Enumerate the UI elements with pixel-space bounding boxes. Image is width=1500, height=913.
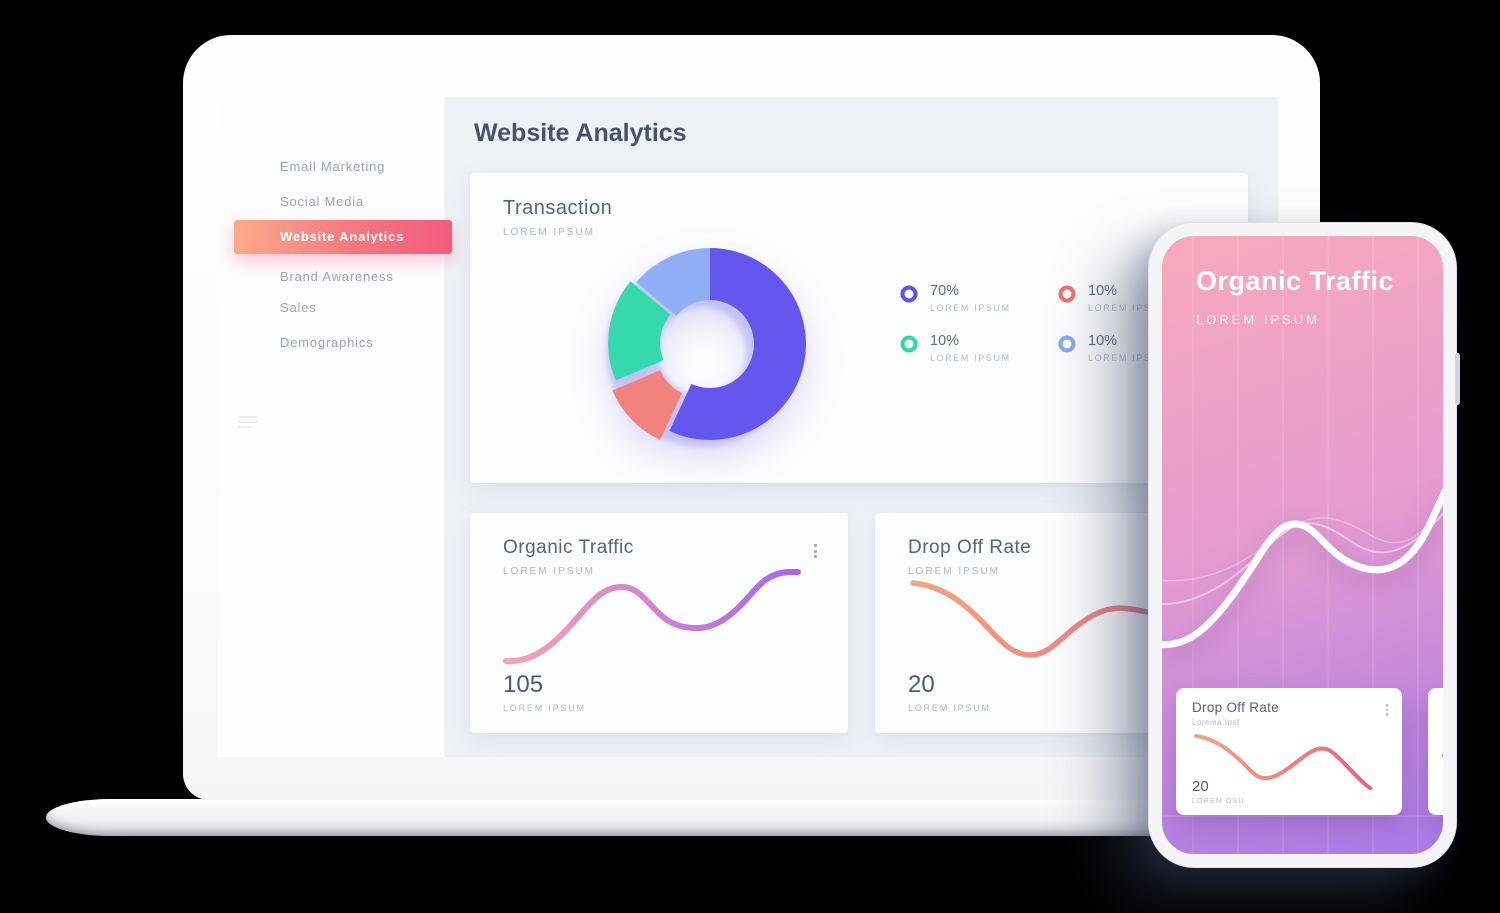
dropoff-subtitle: LOREM IPSUM — [908, 566, 1001, 577]
dropoff-value-block: 20 LOREM IPSUM — [908, 671, 991, 713]
mini-line-fragment — [1442, 754, 1443, 757]
organic-value: 105 — [503, 671, 544, 698]
phone-title: Organic Traffic — [1196, 266, 1395, 296]
phone-card-subtitle: Lorema Ipsf — [1192, 718, 1240, 727]
phone-card-value-label: LOREM OSU — [1192, 798, 1245, 805]
legend-pct: 70% — [930, 283, 960, 299]
organic-line-chart — [503, 569, 801, 665]
page-title: Website Analytics — [474, 119, 687, 147]
organic-subtitle: LOREM IPSUM — [503, 566, 596, 577]
organic-traffic-card: Organic Traffic LOREM IPSUM — [470, 513, 848, 733]
transaction-card-header: Transaction LOREM IPSUM — [503, 197, 612, 238]
dropoff-value-label: LOREM IPSUM — [908, 703, 991, 713]
legend-label: LOREM IPSUM — [930, 303, 1011, 313]
legend-item-10-blue: 10% LOREM IPSUM — [1058, 333, 1216, 363]
phone-side-button — [1455, 353, 1460, 405]
legend-label: LOREM IPSUM — [1088, 353, 1169, 363]
sidebar-item-brand-awareness[interactable]: Brand Awareness — [280, 269, 394, 284]
phone-card-header: Drop Off Rate Lorema Ipsf — [1192, 700, 1279, 727]
kebab-menu-icon[interactable] — [811, 541, 820, 561]
donut-slice-10-blue[interactable] — [636, 248, 711, 316]
dropoff-card-header: Drop Off Rate LOREM IPSUM — [908, 537, 1031, 577]
laptop-mockup: Email Marketing Social Media Website Ana… — [183, 35, 1320, 800]
organic-card-header: Organic Traffic LOREM IPSUM — [503, 537, 634, 577]
phone-card-value: 20 — [1192, 778, 1209, 795]
transaction-subtitle: LOREM IPSUM — [503, 227, 596, 238]
phone-partial-card: R Lo 4 LO — [1428, 688, 1443, 815]
legend-pct: 10% — [1088, 283, 1118, 299]
sidebar: Email Marketing Social Media Website Ana… — [218, 97, 452, 757]
transaction-title: Transaction — [503, 197, 613, 219]
legend-item-70: 70% LOREM IPSUM — [900, 283, 1058, 313]
legend-item-10-salmon: 10% LOREM IPSUM — [1058, 283, 1216, 313]
legend-pct: 10% — [1088, 333, 1118, 349]
legend-marker-teal — [900, 335, 918, 353]
phone-header: Organic Traffic LOREM IPSUM — [1196, 266, 1394, 327]
phone-card-value-block: 20 LOREM OSU — [1192, 778, 1245, 805]
legend-item-10-teal: 10% LOREM IPSUM — [900, 333, 1058, 363]
laptop-base — [46, 799, 1340, 836]
phone-subtitle: LOREM IPSUM — [1196, 312, 1321, 327]
legend-label: LOREM IPSUM — [930, 353, 1011, 363]
laptop-screen: Email Marketing Social Media Website Ana… — [218, 97, 1278, 757]
sidebar-item-social-media[interactable]: Social Media — [280, 194, 365, 209]
menu-icon[interactable] — [238, 413, 258, 431]
dropoff-title: Drop Off Rate — [908, 537, 1032, 558]
sidebar-item-website-analytics[interactable]: Website Analytics — [234, 220, 452, 254]
legend-marker-salmon — [1058, 285, 1076, 303]
donut-slice-10-teal[interactable] — [608, 281, 671, 381]
organic-value-label: LOREM IPSUM — [503, 703, 586, 713]
sidebar-item-email-marketing[interactable]: Email Marketing — [280, 159, 386, 174]
dropoff-value: 20 — [908, 671, 935, 698]
organic-title: Organic Traffic — [503, 537, 634, 558]
kebab-menu-icon[interactable] — [1384, 702, 1391, 718]
sidebar-item-sales[interactable]: Sales — [280, 300, 317, 315]
legend-marker-purple — [900, 285, 918, 303]
organic-value-block: 105 LOREM IPSUM — [503, 671, 586, 713]
sidebar-item-demographics[interactable]: Demographics — [280, 335, 374, 350]
legend-label: LOREM IPSUM — [1088, 303, 1169, 313]
phone-drop-off-card: Drop Off Rate Lorema Ipsf 20 LOREM O — [1176, 688, 1402, 815]
donut-slice-70[interactable] — [669, 248, 806, 440]
donut-legend: 70% LOREM IPSUM 10% LOREM IPSUM — [900, 283, 1216, 363]
phone-mockup: Organic Traffic LOREM IPSUM Drop Off Rat… — [1148, 222, 1460, 868]
phone-drop-off-line-chart — [1194, 734, 1372, 790]
legend-pct: 10% — [930, 333, 960, 349]
phone-hero-line-chart — [1162, 487, 1443, 649]
phone-card-title: Drop Off Rate — [1192, 700, 1279, 715]
legend-marker-blue — [1058, 335, 1076, 353]
donut-slice-10-salmon[interactable] — [612, 370, 683, 440]
phone-screen: Organic Traffic LOREM IPSUM Drop Off Rat… — [1162, 236, 1443, 854]
transaction-donut-chart — [595, 229, 825, 459]
transaction-card: Transaction LOREM IPSUM — [470, 173, 1248, 483]
